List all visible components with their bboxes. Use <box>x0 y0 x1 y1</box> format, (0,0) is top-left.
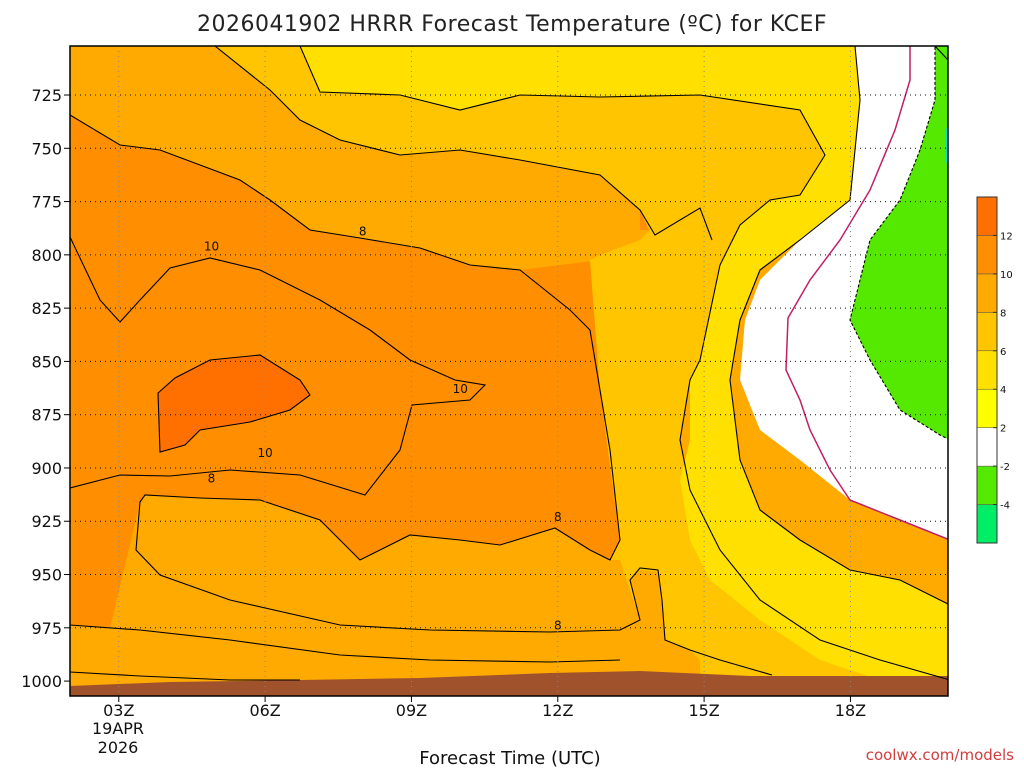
colorbar-tick-label: -2 <box>1000 462 1010 473</box>
colorbar-segment <box>976 465 998 505</box>
y-tick-label: 850 <box>31 352 62 371</box>
x-tick-label: 12Z <box>542 701 573 720</box>
plot-area <box>70 46 948 696</box>
grid-lines <box>70 46 948 696</box>
contour-label: 8 <box>208 472 216 486</box>
contour-label: 8 <box>554 619 562 633</box>
credit-link[interactable]: coolwx.com/models <box>866 746 1014 764</box>
colorbar-tick-label: 12 <box>1000 231 1013 242</box>
colorbar-frame <box>976 196 998 544</box>
y-tick-label: 825 <box>31 299 62 318</box>
y-tick-label: 900 <box>31 459 62 478</box>
x-date-line-1: 19APR <box>92 719 144 738</box>
band-2-4 <box>300 46 948 696</box>
contour-label: 10 <box>204 239 219 253</box>
x-axis-label: Forecast Time (UTC) <box>419 748 600 768</box>
colorbar-tick-label: 4 <box>1000 385 1006 396</box>
band-0-2 <box>740 46 948 540</box>
colorbar-tick-label: 10 <box>1000 270 1013 281</box>
y-tick-label: 800 <box>31 246 62 265</box>
x-tick-label: 09Z <box>396 701 427 720</box>
colorbar-tick-label: 8 <box>1000 308 1006 319</box>
x-tick-label: 06Z <box>249 701 280 720</box>
contour-label: 8 <box>554 510 562 524</box>
y-tick-label: 950 <box>31 566 62 585</box>
colorbar-segment <box>976 235 998 275</box>
y-tick-label: 925 <box>31 512 62 531</box>
colorbar-tick-label: -4 <box>1000 501 1010 512</box>
colorbar-segment <box>976 196 998 236</box>
ground-surface <box>70 671 948 696</box>
band-6-8-upper <box>70 46 640 270</box>
x-tick-label: 15Z <box>688 701 719 720</box>
band-10-12 <box>158 355 310 452</box>
y-tick-label: 775 <box>31 193 62 212</box>
contour-labels: 10 8 10 10 8 8 8 <box>204 224 562 633</box>
contour-label: 10 <box>453 382 468 396</box>
x-axis: 03Z 06Z 09Z 12Z 15Z 18Z <box>103 696 866 720</box>
x-tick-label: 18Z <box>835 701 866 720</box>
contour-label: 10 <box>257 446 272 460</box>
y-tick-label: 975 <box>31 619 62 638</box>
colorbar-segment <box>976 504 998 544</box>
y-tick-label: 875 <box>31 406 62 425</box>
colorbar-segment <box>976 273 998 313</box>
y-tick-label: 1000 <box>21 672 62 691</box>
chart-title: 2026041902 HRRR Forecast Temperature (ºC… <box>197 12 827 37</box>
y-axis: 725 750 775 800 825 850 875 900 925 950 975 1000 <box>21 86 70 691</box>
colorbar-segment <box>976 312 998 352</box>
colorbar-segment <box>976 388 998 428</box>
x-tick-label: 03Z <box>103 701 134 720</box>
y-tick-label: 725 <box>31 86 62 105</box>
y-tick-label: 750 <box>31 139 62 158</box>
colorbar-segment <box>976 427 998 467</box>
frost-line <box>785 46 948 541</box>
x-date-line-2: 2026 <box>98 738 139 757</box>
colorbar-tick-label: 2 <box>1000 424 1006 435</box>
colorbar-segment <box>976 350 998 390</box>
plot-frame <box>69 45 949 697</box>
colorbar: -4 -2 2 4 6 8 10 12 <box>976 196 1013 544</box>
band-negative <box>850 46 948 439</box>
colorbar-tick-label: 6 <box>1000 347 1006 358</box>
contour-label: 8 <box>359 224 367 238</box>
